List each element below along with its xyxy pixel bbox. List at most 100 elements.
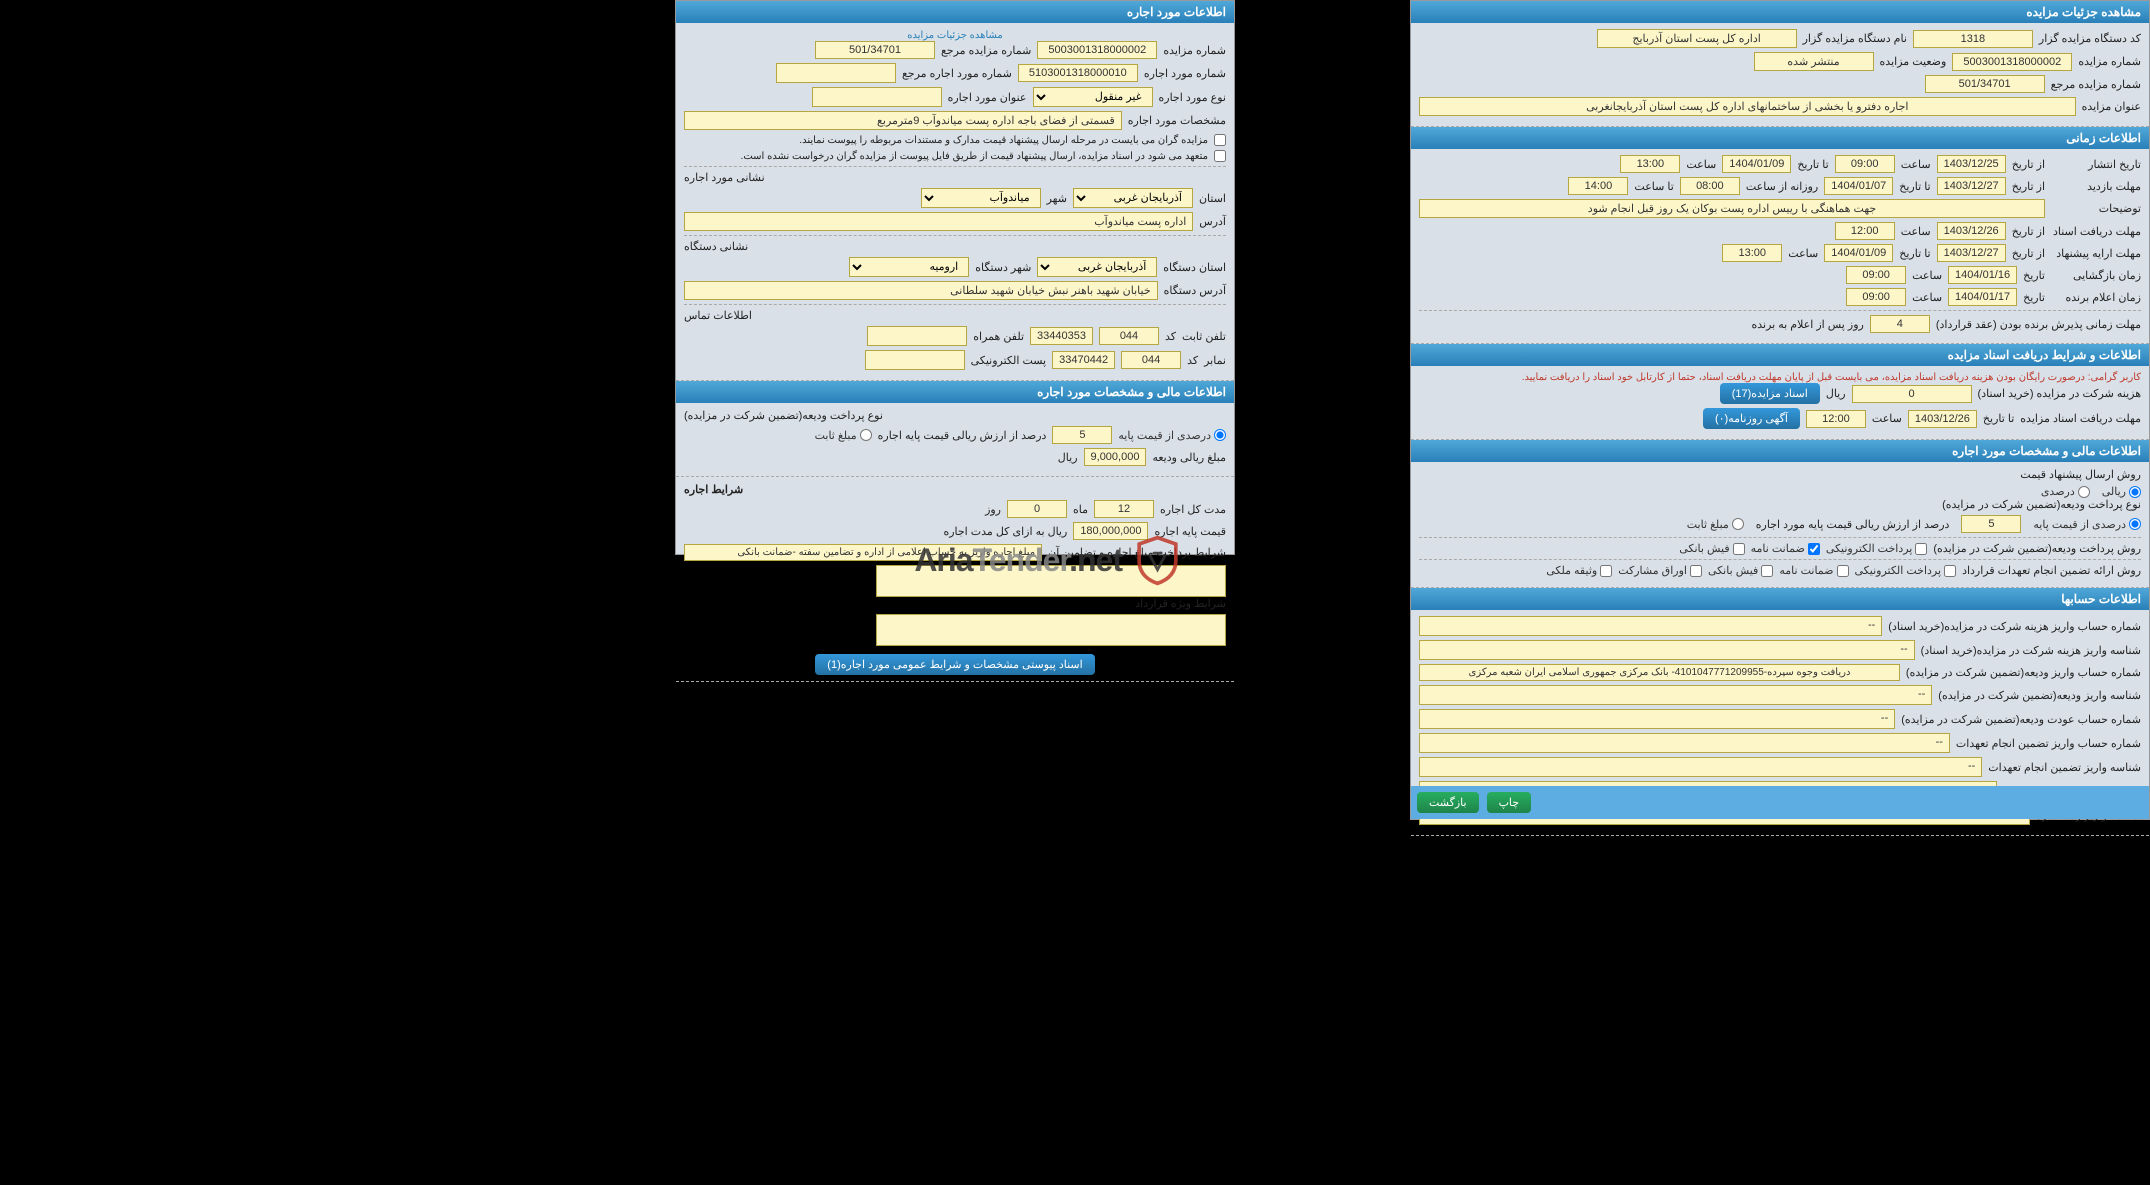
field-win-date: 1404/01/17 <box>1948 288 2017 306</box>
label-doc-time: مهلت دریافت اسناد مزایده <box>2020 412 2141 425</box>
label-dep-amt: مبلغ ریالی ودیعه <box>1152 451 1226 464</box>
label-fixed2: مبلغ ثابت <box>815 429 857 442</box>
cb-guarantee2[interactable]: ضمانت نامه <box>1779 564 1848 577</box>
label-pay-method: روش پرداخت ودیعه(تضمین شرکت در مزایده) <box>1933 542 2141 555</box>
header-docs: اطلاعات و شرایط دریافت اسناد مزایده <box>1411 344 2149 366</box>
label-num: شماره مزایده <box>2078 55 2141 68</box>
label-open-date: تاریخ <box>2023 269 2045 282</box>
logo-icon <box>1130 533 1185 588</box>
field-doc-t: 12:00 <box>1835 222 1895 240</box>
radio-pct-base[interactable]: درصدی از قیمت پایه <box>2033 518 2141 531</box>
label-fax: نمابر <box>1204 354 1226 367</box>
field-a1: -- <box>1419 616 1882 636</box>
cb-guarantee[interactable]: ضمانت نامه <box>1751 542 1820 555</box>
field-open-date: 1404/01/16 <box>1948 266 2017 284</box>
select-type[interactable]: غیر منقول <box>1033 87 1153 107</box>
radio-rial[interactable]: ریالی <box>2102 485 2141 498</box>
label-note1: مزایده گران می بایست در مرحله ارسال پیشن… <box>799 135 1208 146</box>
label-dev-city: شهر دستگاه <box>975 261 1031 274</box>
label-fax-code: کد <box>1187 354 1198 367</box>
select-dev-city[interactable]: ارومیه <box>849 257 969 277</box>
field-visit-daily-from: 08:00 <box>1680 177 1740 195</box>
cb-note1[interactable] <box>1214 134 1226 146</box>
cb-elec2[interactable]: پرداخت الکترونیکی <box>1855 564 1957 577</box>
field-code: 1318 <box>1913 30 2033 48</box>
field-mobile <box>867 326 967 346</box>
btn-print[interactable]: چاپ <box>1487 792 1532 813</box>
label-dev: نشانی دستگاه <box>684 240 748 253</box>
label-desc: توضیحات <box>2051 202 2141 215</box>
field-visit-to: 1404/01/07 <box>1824 177 1893 195</box>
field-a4: -- <box>1419 685 1932 705</box>
label-l-ref: شماره مزایده مرجع <box>941 44 1031 57</box>
btn-back[interactable]: بازگشت <box>1417 792 1479 813</box>
label-win: زمان اعلام برنده <box>2051 291 2141 304</box>
btn-attach[interactable]: اسناد پیوستی مشخصات و شرایط عمومی مورد ا… <box>815 654 1094 675</box>
field-fax-code: 044 <box>1121 351 1181 369</box>
link-view-detail[interactable]: مشاهده جزئیات مزایده <box>907 30 1003 41</box>
field-visit-daily-to-v: 14:00 <box>1568 177 1628 195</box>
label-open-t: ساعت <box>1912 269 1942 282</box>
btn-newspaper[interactable]: آگهی روزنامه(۰) <box>1703 408 1800 429</box>
field-pct-val: 5 <box>1961 515 2021 533</box>
field-doc-time-t: 12:00 <box>1806 410 1866 428</box>
label-cost: هزینه شرکت در مزایده (خرید اسناد) <box>1978 387 2141 400</box>
label-offer-to: تا تاریخ <box>1899 247 1930 260</box>
field-l-num: 5003001318000002 <box>1037 41 1157 59</box>
select-city[interactable]: میاندوآب <box>921 188 1041 208</box>
label-visit-to: تا تاریخ <box>1899 180 1930 193</box>
label-pub-to-t: ساعت <box>1686 158 1716 171</box>
header-auction-detail: مشاهده جزئیات مزایده <box>1411 1 2149 23</box>
header-lease-info: اطلاعات مورد اجاره <box>676 1 1234 23</box>
label-dep-type2: نوع پرداخت ودیعه(تضمین شرکت در مزایده) <box>684 409 883 422</box>
field-pub-from-t: 09:00 <box>1835 155 1895 173</box>
cb-bank2[interactable]: فیش بانکی <box>1708 564 1773 577</box>
label-ref: شماره مزایده مرجع <box>2051 78 2141 91</box>
field-pct-val2: 5 <box>1052 426 1112 444</box>
label-total: مدت کل اجاره <box>1160 503 1226 516</box>
label-days: روز <box>985 503 1001 516</box>
label-doc-t: ساعت <box>1901 225 1931 238</box>
label-cb-prop: وثیقه ملکی <box>1546 564 1597 577</box>
radio-pct2[interactable]: درصدی از قیمت پایه <box>1118 429 1226 442</box>
select-state[interactable]: آذربایجان غربی <box>1073 188 1193 208</box>
cb-elec[interactable]: پرداخت الکترونیکی <box>1826 542 1928 555</box>
radio-fixed2[interactable]: مبلغ ثابت <box>815 429 872 442</box>
label-special: شرایط ویژه قرارداد <box>1135 597 1226 610</box>
label-cb-guarantee2: ضمانت نامه <box>1779 564 1833 577</box>
header-time: اطلاعات زمانی <box>1411 127 2149 149</box>
select-dev-state[interactable]: آذربایجان غربی <box>1037 257 1157 277</box>
label-offer-t: ساعت <box>1788 247 1818 260</box>
header-accounts: اطلاعات حسابها <box>1411 588 2149 610</box>
textarea-special[interactable] <box>876 614 1226 646</box>
label-method: روش ارسال پیشنهاد قیمت <box>2020 468 2141 481</box>
label-type: نوع مورد اجاره <box>1159 91 1227 104</box>
label-name: نام دستگاه مزایده گزار <box>1803 32 1907 45</box>
cb-note2[interactable] <box>1214 150 1226 162</box>
cb-stock[interactable]: اوراق مشارکت <box>1618 564 1702 577</box>
field-pub-to: 1404/01/09 <box>1722 155 1791 173</box>
bottom-bar: چاپ بازگشت <box>1411 786 2149 819</box>
cb-prop[interactable]: وثیقه ملکی <box>1546 564 1612 577</box>
radio-fixed[interactable]: مبلغ ثابت <box>1687 518 1744 531</box>
label-a7: شناسه واریز تضمین انجام تعهدات <box>1988 761 2141 774</box>
label-offer-from: از تاریخ <box>2012 247 2045 260</box>
label-tel: تلفن ثابت <box>1182 330 1226 343</box>
field-offer-from: 1403/12/27 <box>1937 244 2006 262</box>
btn-docs[interactable]: اسناد مزایده(17) <box>1720 383 1820 404</box>
label-a5: شماره حساب عودت ودیعه(تضمین شرکت در مزای… <box>1901 713 2141 726</box>
label-pub-from-t: ساعت <box>1901 158 1931 171</box>
label-dep-unit: ریال <box>1058 451 1078 464</box>
radio-pct[interactable]: درصدی <box>2041 485 2090 498</box>
field-dev-addr: خیابان شهید باهنر نبش خیابان شهید سلطانی <box>684 281 1158 300</box>
label-cost-unit: ریال <box>1826 387 1846 400</box>
field-a5: -- <box>1419 709 1895 729</box>
watermark: AriaTender.net <box>845 530 1185 590</box>
label-pct-suffix: درصد از ارزش ریالی قیمت پایه مورد اجاره <box>1756 518 1950 531</box>
label-cb-guarantee: ضمانت نامه <box>1751 542 1805 555</box>
label-pub: تاریخ انتشار <box>2051 158 2141 171</box>
field-pub-to-t: 13:00 <box>1620 155 1680 173</box>
cb-bank[interactable]: فیش بانکی <box>1679 542 1744 555</box>
field-tel-code: 044 <box>1099 327 1159 345</box>
label-cb-bank2: فیش بانکی <box>1708 564 1758 577</box>
